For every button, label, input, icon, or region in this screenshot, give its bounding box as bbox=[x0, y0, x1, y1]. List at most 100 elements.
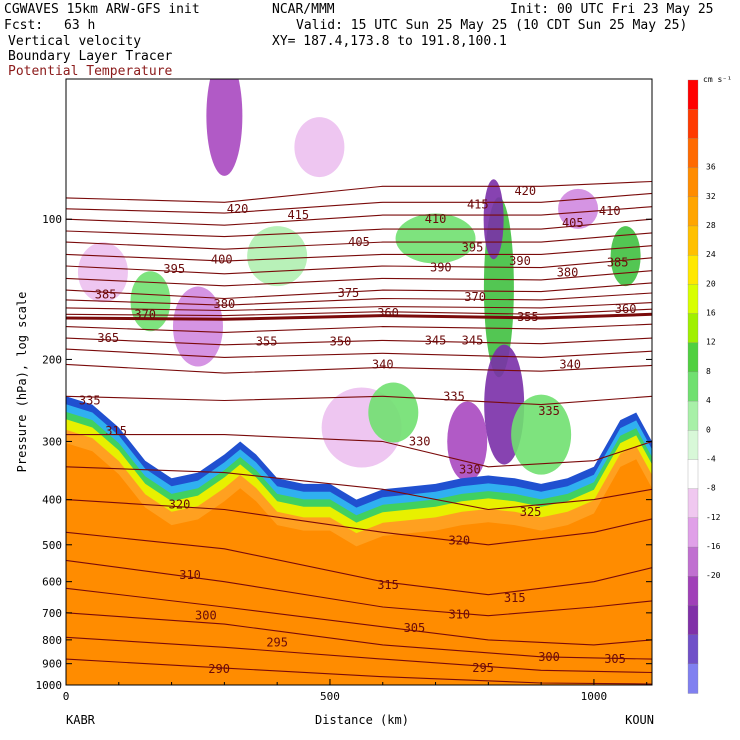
theta-label-25: 345 bbox=[462, 333, 484, 347]
colorbar-swatch-3 bbox=[687, 167, 699, 198]
theta-label-32: 335 bbox=[538, 404, 560, 418]
theta-label-28: 340 bbox=[372, 357, 394, 371]
header-field-theta: Potential Temperature bbox=[8, 64, 173, 79]
velocity-cell-6 bbox=[483, 179, 504, 260]
header-field-blt: Boundary Layer Tracer bbox=[8, 49, 173, 64]
theta-contour-335 bbox=[66, 395, 652, 406]
theta-label-38: 320 bbox=[448, 534, 470, 548]
theta-label-29: 340 bbox=[559, 357, 581, 371]
y-axis-label: Pressure (hPa), log scale bbox=[15, 292, 29, 473]
theta-label-41: 310 bbox=[179, 568, 201, 582]
theta-label-5: 405 bbox=[562, 216, 584, 230]
theta-label-18: 370 bbox=[464, 290, 486, 304]
theta-contour-375 bbox=[66, 292, 652, 306]
x-tick-label-1000: 1000 bbox=[581, 690, 608, 703]
colorbar-tick--8: -8 bbox=[706, 484, 716, 493]
theta-contour-415 bbox=[66, 192, 652, 214]
colorbar-swatch-14 bbox=[687, 488, 699, 519]
velocity-cell-13 bbox=[77, 242, 128, 303]
velocity-cell-1 bbox=[172, 286, 223, 367]
theta-label-22: 355 bbox=[256, 334, 278, 348]
velocity-cell-8 bbox=[447, 401, 488, 482]
theta-contour-390 bbox=[66, 257, 652, 275]
theta-label-8: 400 bbox=[211, 252, 233, 266]
theta-label-16: 380 bbox=[557, 265, 579, 279]
theta-label-44: 305 bbox=[604, 652, 626, 666]
theta-label-34: 330 bbox=[459, 463, 481, 477]
theta-contour-325 bbox=[66, 466, 652, 511]
colorbar-swatch-1 bbox=[687, 109, 699, 140]
theta-label-23: 350 bbox=[330, 334, 352, 348]
theta-contour-340 bbox=[66, 363, 652, 374]
colorbar-tick-36: 36 bbox=[706, 163, 716, 172]
colorbar-units: cm s⁻¹ bbox=[703, 75, 732, 84]
theta-label-3: 415 bbox=[467, 198, 489, 212]
colorbar-tick-24: 24 bbox=[706, 250, 716, 259]
theta-contour-315 bbox=[66, 531, 652, 596]
colorbar-swatch-4 bbox=[687, 196, 699, 227]
header-model: CGWAVES 15km ARW-GFS init bbox=[4, 2, 200, 17]
plot-frame bbox=[65, 78, 653, 686]
y-tick-label-600: 600 bbox=[42, 576, 62, 589]
colorbar-swatch-11 bbox=[687, 400, 699, 431]
colorbar-swatch-9 bbox=[687, 342, 699, 373]
y-tick-label-400: 400 bbox=[42, 494, 62, 507]
colorbar-swatch-0 bbox=[687, 79, 699, 110]
colorbar-tick-28: 28 bbox=[706, 221, 716, 230]
theta-label-37: 320 bbox=[169, 498, 191, 512]
theta-label-12: 390 bbox=[509, 254, 531, 268]
theta-label-2: 410 bbox=[425, 212, 447, 226]
theta-label-20: 365 bbox=[97, 331, 119, 345]
colorbar-swatch-12 bbox=[687, 430, 699, 461]
theta-label-21: 360 bbox=[377, 306, 399, 320]
theta-contour-320 bbox=[66, 499, 652, 546]
x-tick-label-0: 0 bbox=[63, 690, 70, 703]
theta-contour-330 bbox=[66, 434, 652, 468]
header-fcst-value: 63 h bbox=[64, 18, 96, 33]
x-tick-label-500: 500 bbox=[320, 690, 340, 703]
x-axis-label: Distance (km) bbox=[315, 713, 409, 727]
colorbar-swatch-16 bbox=[687, 546, 699, 577]
theta-contour-380 bbox=[66, 282, 652, 300]
theta-label-47: 295 bbox=[266, 635, 288, 649]
colorbar-swatch-19 bbox=[687, 634, 699, 665]
theta-label-0: 420 bbox=[227, 202, 249, 216]
header-init: Init: 00 UTC Fri 23 May 25 bbox=[510, 2, 714, 17]
theta-contour-310 bbox=[66, 559, 652, 617]
theta-label-1: 415 bbox=[287, 208, 309, 222]
theta-label-11: 390 bbox=[430, 261, 452, 275]
theta-label-49: 290 bbox=[208, 662, 230, 676]
header-field-vertical-velocity: Vertical velocity bbox=[8, 34, 142, 49]
theta-contour-350 bbox=[66, 337, 652, 346]
colorbar-swatch-2 bbox=[687, 138, 699, 169]
colorbar-tick-32: 32 bbox=[706, 192, 716, 201]
theta-label-40: 315 bbox=[504, 591, 526, 605]
velocity-cell-2 bbox=[130, 271, 171, 332]
colorbar-tick-20: 20 bbox=[706, 279, 716, 288]
theta-contour-395 bbox=[66, 245, 652, 262]
y-tick-label-1000: 1000 bbox=[36, 679, 63, 692]
theta-contour-365 bbox=[66, 308, 652, 317]
theta-contour-360 bbox=[66, 312, 652, 321]
theta-label-31: 335 bbox=[443, 389, 465, 403]
theta-label-46: 300 bbox=[538, 650, 560, 664]
blt-band-core bbox=[66, 443, 652, 685]
theta-contour-345 bbox=[66, 348, 652, 358]
y-tick-label-700: 700 bbox=[42, 607, 62, 620]
colorbar-tick--12: -12 bbox=[706, 513, 721, 522]
colorbar-tick--16: -16 bbox=[706, 542, 721, 551]
colorbar-tick-16: 16 bbox=[706, 309, 716, 318]
colorbar-tick--20: -20 bbox=[706, 571, 721, 580]
theta-contour-410 bbox=[66, 206, 652, 226]
theta-label-48: 295 bbox=[472, 661, 494, 675]
header-org: NCAR/MMM bbox=[272, 2, 335, 17]
y-tick-label-900: 900 bbox=[42, 658, 62, 671]
theta-label-7: 405 bbox=[348, 235, 370, 249]
header-valid: Valid: 15 UTC Sun 25 May 25 (10 CDT Sun … bbox=[296, 18, 688, 33]
colorbar-swatch-10 bbox=[687, 371, 699, 402]
velocity-cell-0 bbox=[206, 79, 243, 176]
theta-label-19: 370 bbox=[134, 307, 156, 321]
theta-contour-420 bbox=[66, 180, 652, 203]
header-xy: XY= 187.4,173.8 to 191.8,100.1 bbox=[272, 34, 507, 49]
